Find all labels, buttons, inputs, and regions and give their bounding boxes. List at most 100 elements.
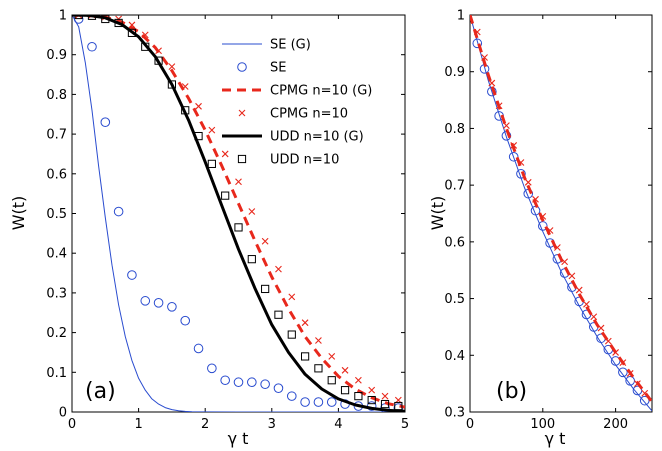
legend-label: SE (270, 61, 286, 76)
panel-a-label: (a) (85, 379, 116, 404)
data-point (87, 15, 97, 20)
legend-label: UDD n=10 (270, 153, 339, 168)
data-point (155, 47, 162, 55)
x-tick-label: 5 (401, 417, 409, 432)
x-tick-label: 4 (334, 417, 342, 432)
data-point (538, 221, 548, 231)
data-point (619, 359, 627, 367)
series-line (72, 15, 405, 412)
legend-swatch (238, 109, 246, 117)
data-point (553, 244, 561, 251)
data-point (300, 397, 310, 407)
data-point (508, 151, 519, 162)
data-point (113, 206, 124, 217)
data-point (286, 391, 297, 401)
y-tick-label: 0.1 (46, 366, 67, 381)
data-point (612, 349, 619, 356)
legend-swatch (237, 62, 247, 72)
panel-a-x-ticks: 0 1 2 3 4 5 (68, 15, 409, 432)
data-point (561, 258, 569, 266)
x-tick-label: 100 (530, 417, 555, 432)
data-point (546, 227, 554, 234)
data-point (180, 315, 191, 326)
y-tick-label: 0.7 (46, 128, 67, 143)
data-point (73, 15, 84, 24)
data-point (327, 376, 336, 385)
y-tick-label: 0.8 (444, 122, 465, 137)
data-point (247, 377, 257, 388)
data-point (221, 150, 229, 158)
y-tick-label: 0.3 (46, 286, 67, 301)
data-point (221, 191, 230, 200)
series-2 (72, 15, 405, 409)
data-point (74, 15, 83, 20)
panel-b-xlabel: γ t (545, 429, 566, 448)
y-tick-label: 0.6 (444, 235, 465, 250)
data-point (220, 375, 230, 386)
legend-label: CPMG n=10 (G) (270, 84, 372, 99)
series-line (72, 15, 405, 412)
data-point (510, 142, 518, 149)
y-tick-label: 0.5 (46, 207, 67, 222)
data-point (261, 237, 269, 245)
panel-a: 0 1 2 3 4 5 0 0.1 0.2 0.3 0.4 0.5 0.6 0.7 0.8 0.9 1 γ t… (9, 9, 409, 449)
panel-b-y-ticks: 0.3 0.4 0.5 0.6 0.7 0.8 0.9 1 (444, 9, 652, 421)
series-5 (74, 15, 403, 411)
y-tick-label: 0.6 (46, 167, 67, 182)
data-point (354, 376, 362, 384)
panel-a-ylabel: W(t) (9, 196, 28, 231)
data-point (488, 79, 496, 87)
data-point (207, 159, 216, 168)
legend-entry: CPMG n=10 (238, 107, 348, 122)
series-3 (75, 15, 402, 404)
data-point (114, 18, 123, 28)
y-tick-label: 0.8 (46, 88, 67, 103)
data-point (100, 117, 111, 127)
panel-b-series (470, 15, 652, 412)
data-point (473, 28, 481, 36)
data-point (568, 272, 576, 280)
data-point (328, 353, 336, 360)
data-point (208, 126, 216, 134)
data-point (275, 265, 282, 273)
legend-entry: UDD n=10 (237, 153, 339, 168)
data-point (140, 296, 151, 306)
y-tick-label: 0.7 (444, 179, 465, 194)
data-point (273, 383, 284, 393)
panel-b-frame (469, 14, 653, 413)
data-point (193, 343, 204, 354)
y-tick-label: 0 (59, 406, 67, 421)
data-point (495, 102, 503, 110)
x-tick-label: 3 (268, 417, 276, 432)
legend-label: CPMG n=10 (270, 107, 348, 122)
data-point (481, 54, 488, 61)
legend-label: UDD n=10 (G) (270, 130, 364, 145)
data-point (301, 319, 309, 327)
data-point (368, 386, 376, 394)
data-point (153, 298, 164, 308)
data-point (181, 106, 190, 115)
panel-a-xlabel: γ t (228, 429, 249, 448)
data-point (247, 255, 256, 264)
data-point (167, 80, 177, 89)
data-point (575, 286, 583, 294)
legend-label: SE (G) (270, 38, 311, 53)
legend-entry: UDD n=10 (G) (222, 130, 364, 145)
y-tick-label: 0.9 (444, 65, 465, 80)
data-point (618, 367, 628, 378)
y-tick-label: 0.9 (46, 48, 67, 63)
data-point (583, 300, 590, 308)
data-point (341, 366, 349, 374)
x-tick-label: 200 (603, 417, 628, 432)
panel-b-label: (b) (496, 379, 527, 404)
legend-entry: SE (237, 61, 286, 76)
data-point (503, 122, 510, 129)
data-point (141, 31, 149, 39)
data-point (516, 169, 526, 179)
data-point (315, 337, 322, 344)
data-point (590, 313, 598, 321)
data-point (472, 38, 483, 49)
data-point (234, 223, 243, 232)
data-point (288, 293, 296, 301)
